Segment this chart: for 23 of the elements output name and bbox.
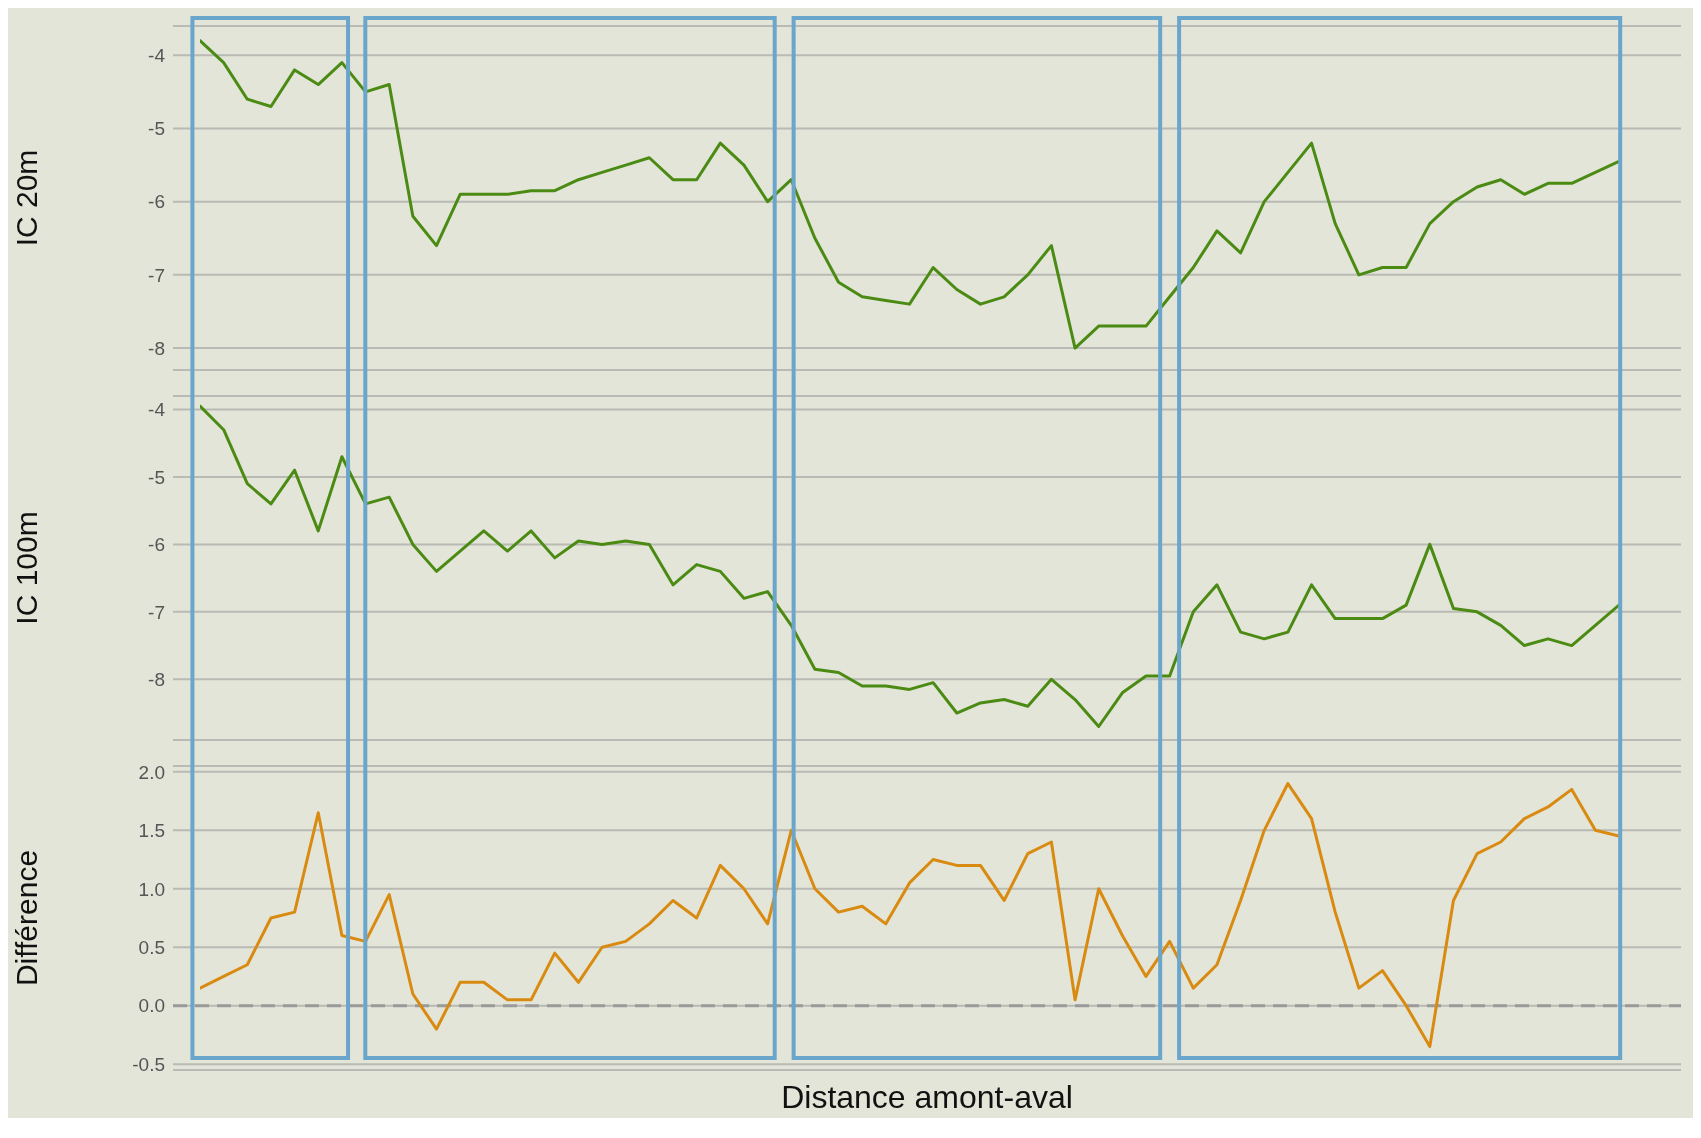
y-tick-label: -8 (148, 337, 165, 359)
y-tick-label: 0.5 (138, 936, 165, 958)
line-series (200, 39, 1619, 350)
y-tick-label: -6 (148, 191, 165, 213)
y-tick-label: -0.5 (132, 1053, 165, 1075)
y-tick-label: -8 (148, 669, 165, 691)
y-tick-label: -4 (148, 399, 166, 421)
y-axis-title: IC 20m (9, 149, 43, 247)
y-axis-title: IC 100m (9, 511, 43, 625)
y-tick-label: -4 (148, 45, 166, 67)
y-tick-label: -7 (148, 264, 165, 286)
line-series (200, 782, 1619, 1049)
x-axis-title: Distance amont-aval (780, 1078, 1074, 1116)
y-axis-title: Différence (9, 849, 43, 987)
y-tick-label: 1.5 (138, 820, 165, 842)
y-tick-label: 2.0 (138, 761, 165, 783)
y-tick-label: -5 (148, 118, 165, 140)
y-tick-label: -7 (148, 601, 165, 623)
y-tick-label: -6 (148, 534, 165, 556)
y-tick-label: 1.0 (138, 878, 165, 900)
y-tick-label: -5 (148, 466, 165, 488)
line-series (200, 404, 1619, 729)
y-tick-label: 0.0 (138, 995, 165, 1017)
